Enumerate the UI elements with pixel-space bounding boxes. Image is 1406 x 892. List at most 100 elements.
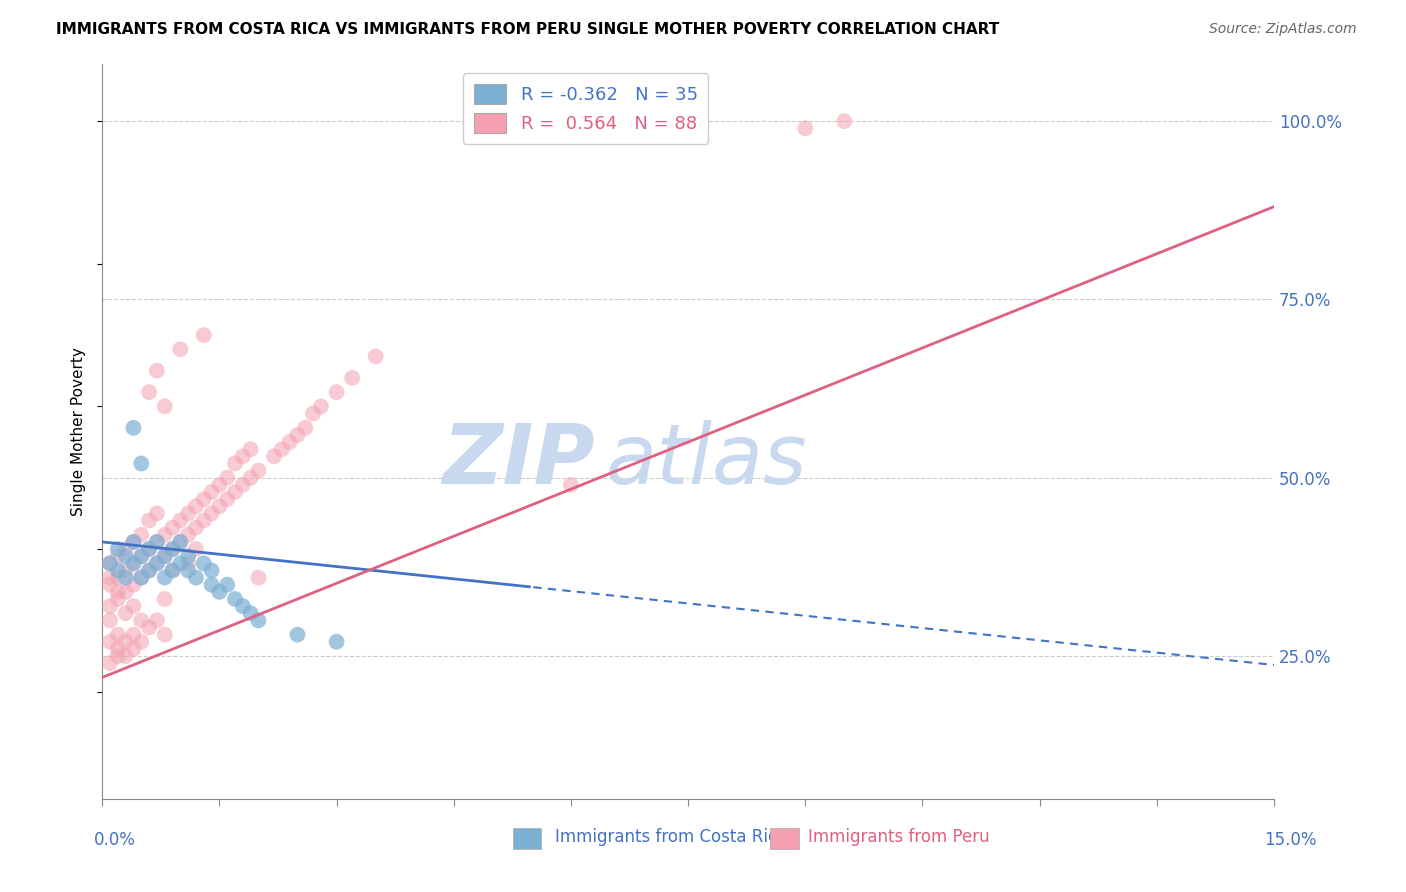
- Y-axis label: Single Mother Poverty: Single Mother Poverty: [72, 347, 86, 516]
- Point: [107, 592, 129, 607]
- Point: [294, 421, 316, 435]
- Point: [162, 542, 184, 557]
- Text: Immigrants from Peru: Immigrants from Peru: [808, 828, 990, 846]
- Point: [193, 492, 215, 507]
- Point: [153, 400, 176, 414]
- Point: [122, 421, 145, 435]
- Point: [153, 549, 176, 564]
- Point: [325, 385, 347, 400]
- Point: [107, 627, 129, 641]
- Legend: R = -0.362   N = 35, R =  0.564   N = 88: R = -0.362 N = 35, R = 0.564 N = 88: [463, 73, 709, 144]
- Point: [169, 535, 191, 549]
- Point: [138, 385, 160, 400]
- Point: [146, 507, 169, 521]
- Point: [114, 585, 136, 599]
- Point: [122, 535, 145, 549]
- Point: [200, 485, 222, 500]
- Point: [247, 464, 270, 478]
- Point: [287, 627, 309, 641]
- Point: [184, 521, 207, 535]
- Point: [129, 457, 152, 471]
- Point: [208, 585, 231, 599]
- Point: [302, 407, 325, 421]
- Point: [247, 571, 270, 585]
- Point: [138, 564, 160, 578]
- Point: [560, 478, 582, 492]
- Point: [232, 599, 254, 614]
- Point: [340, 371, 363, 385]
- Point: [107, 542, 129, 557]
- Point: [98, 557, 121, 571]
- Point: [114, 549, 136, 564]
- Point: [114, 542, 136, 557]
- Point: [217, 578, 239, 592]
- Point: [193, 557, 215, 571]
- Point: [146, 535, 169, 549]
- Text: Source: ZipAtlas.com: Source: ZipAtlas.com: [1209, 22, 1357, 37]
- Point: [200, 578, 222, 592]
- Point: [177, 557, 200, 571]
- Point: [114, 634, 136, 648]
- Point: [129, 613, 152, 627]
- Point: [129, 549, 152, 564]
- Point: [114, 648, 136, 663]
- Point: [98, 599, 121, 614]
- Point: [184, 542, 207, 557]
- Text: atlas: atlas: [606, 420, 807, 501]
- Point: [232, 478, 254, 492]
- Text: 0.0%: 0.0%: [94, 831, 136, 849]
- Point: [177, 507, 200, 521]
- Point: [224, 457, 246, 471]
- Point: [270, 442, 292, 457]
- Text: 15.0%: 15.0%: [1264, 831, 1317, 849]
- Point: [146, 535, 169, 549]
- Point: [239, 607, 262, 621]
- Point: [162, 542, 184, 557]
- Point: [122, 641, 145, 656]
- Point: [122, 557, 145, 571]
- Point: [114, 564, 136, 578]
- Point: [138, 542, 160, 557]
- Point: [208, 500, 231, 514]
- Point: [153, 549, 176, 564]
- Point: [122, 599, 145, 614]
- Point: [184, 571, 207, 585]
- Point: [122, 627, 145, 641]
- Point: [146, 557, 169, 571]
- Point: [153, 571, 176, 585]
- Point: [107, 571, 129, 585]
- Point: [169, 535, 191, 549]
- Point: [263, 450, 285, 464]
- Point: [287, 428, 309, 442]
- Point: [107, 564, 129, 578]
- Point: [98, 613, 121, 627]
- Point: [107, 585, 129, 599]
- Point: [200, 564, 222, 578]
- Point: [832, 114, 855, 128]
- Point: [169, 343, 191, 357]
- Point: [153, 592, 176, 607]
- Point: [278, 435, 301, 450]
- Text: IMMIGRANTS FROM COSTA RICA VS IMMIGRANTS FROM PERU SINGLE MOTHER POVERTY CORRELA: IMMIGRANTS FROM COSTA RICA VS IMMIGRANTS…: [56, 22, 1000, 37]
- Point: [224, 592, 246, 607]
- Point: [224, 485, 246, 500]
- Point: [200, 507, 222, 521]
- Point: [114, 607, 136, 621]
- Point: [98, 578, 121, 592]
- Point: [129, 571, 152, 585]
- Point: [129, 528, 152, 542]
- Point: [208, 478, 231, 492]
- Point: [247, 613, 270, 627]
- Point: [122, 578, 145, 592]
- Point: [122, 557, 145, 571]
- Point: [129, 549, 152, 564]
- Point: [146, 557, 169, 571]
- Point: [193, 328, 215, 343]
- Point: [232, 450, 254, 464]
- Point: [177, 564, 200, 578]
- Point: [309, 400, 332, 414]
- Point: [146, 613, 169, 627]
- Point: [325, 634, 347, 648]
- Point: [153, 528, 176, 542]
- Point: [162, 564, 184, 578]
